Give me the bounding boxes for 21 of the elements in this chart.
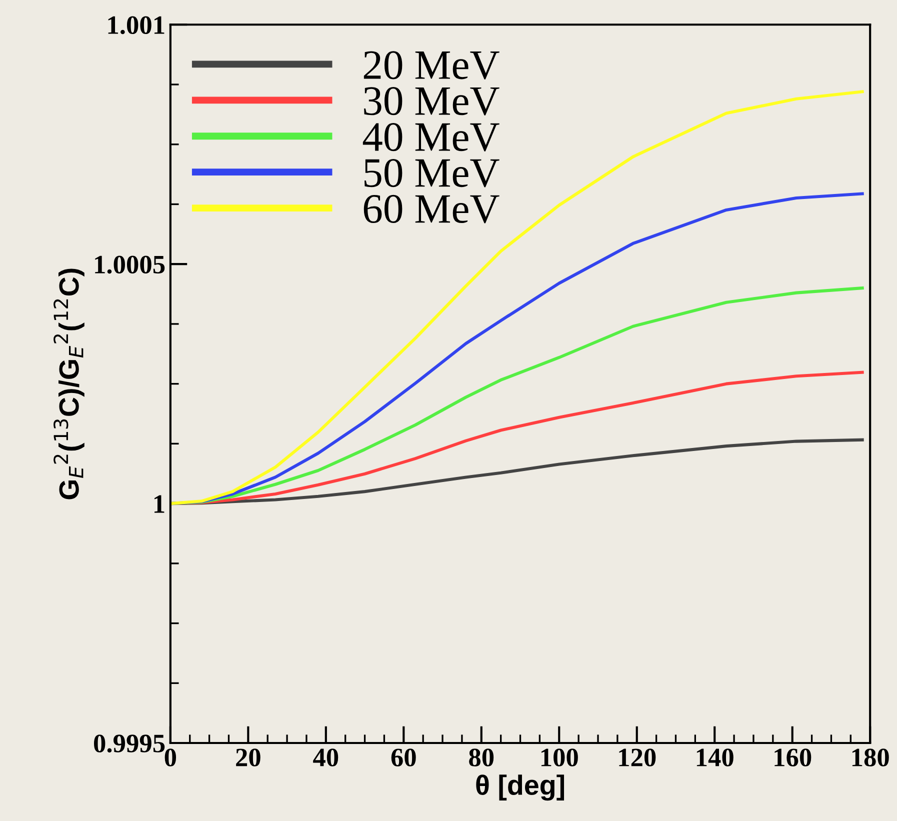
x-tick-label: 0 (164, 748, 176, 766)
x-tick-label: 80 (469, 748, 494, 766)
text: G$_{E}$$^{2}$($^{13}$C)/G$_{E}$$^{2}$($^{12}$C) (54, 268, 84, 500)
x-tick-label: 120 (619, 748, 656, 766)
x-tick-label: 140 (696, 748, 734, 766)
y-tick-label: 1.001 (108, 16, 164, 34)
legend-label: 30 MeV (364, 87, 500, 116)
legend-label: 60 MeV (364, 194, 500, 224)
y-tick-label: 0.9995 (94, 734, 165, 753)
x-tick-label: 100 (541, 748, 578, 766)
x-tick-label: 20 (236, 748, 260, 766)
x-tick-label: 180 (852, 748, 889, 766)
x-tick-label: 40 (313, 748, 338, 766)
x-tick-label: 60 (391, 748, 416, 766)
x-axis-title: θ [deg] (476, 774, 564, 801)
legend-label: 40 MeV (362, 123, 500, 152)
legend-label: 20 MeV (364, 51, 500, 80)
x-tick-label: 160 (774, 748, 812, 766)
y-tick-label: 1 (154, 495, 164, 513)
y-tick-label: 1.0005 (95, 256, 165, 274)
legend-label: 50 MeV (364, 158, 500, 188)
